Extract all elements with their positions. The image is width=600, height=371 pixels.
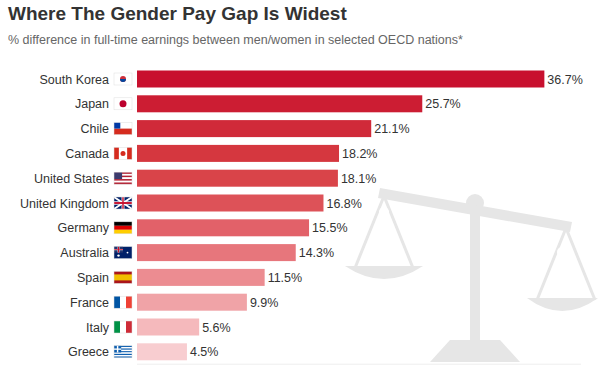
figure-man xyxy=(557,247,567,294)
category-label: South Korea xyxy=(40,73,110,87)
flag xyxy=(114,271,132,283)
scale-base xyxy=(430,340,520,362)
category-label: Japan xyxy=(75,97,109,111)
data-label: 5.6% xyxy=(202,321,231,335)
category-label: United Kingdom xyxy=(20,197,109,211)
flag xyxy=(114,321,132,333)
data-label: 16.8% xyxy=(326,197,361,211)
title: Where The Gender Pay Gap Is Widest xyxy=(8,3,347,24)
category-label: Germany xyxy=(58,221,110,235)
data-label: 18.2% xyxy=(342,147,377,161)
subtitle: % difference in full-time earnings betwe… xyxy=(8,33,463,47)
data-label: 21.1% xyxy=(374,122,409,136)
scale-pole xyxy=(470,205,480,345)
bar xyxy=(137,244,296,261)
data-label: 18.1% xyxy=(341,172,376,186)
chart-svg: Where The Gender Pay Gap Is Widest % diff… xyxy=(0,0,600,371)
chart-root: Where The Gender Pay Gap Is Widest % diff… xyxy=(0,0,600,371)
data-label: 4.5% xyxy=(190,345,219,359)
bar xyxy=(137,219,309,236)
flag xyxy=(114,296,132,308)
flag xyxy=(114,222,132,234)
scale-string xyxy=(537,228,595,300)
bar xyxy=(137,145,339,162)
category-label: Australia xyxy=(60,246,109,260)
bar xyxy=(137,170,338,187)
category-label: Greece xyxy=(68,345,109,359)
category-label: Spain xyxy=(77,271,109,285)
bar xyxy=(137,120,371,137)
bar xyxy=(137,294,247,311)
category-label: France xyxy=(70,296,109,310)
scale-pan xyxy=(345,266,423,279)
data-label: 14.3% xyxy=(299,246,334,260)
labels: South Korea 36.7% Japan 25.7% Chile 21.1% Cana… xyxy=(20,73,583,360)
figure-woman xyxy=(374,207,394,260)
bar xyxy=(137,95,422,112)
bar xyxy=(137,343,187,360)
bars xyxy=(137,71,544,361)
flag xyxy=(114,123,132,135)
bar xyxy=(137,319,199,336)
flag xyxy=(114,346,132,358)
data-label: 11.5% xyxy=(268,271,303,285)
flag xyxy=(114,197,132,209)
bar xyxy=(137,195,323,212)
flag xyxy=(114,98,132,110)
category-label: United States xyxy=(34,172,109,186)
scale-pan xyxy=(527,298,598,311)
category-label: Canada xyxy=(65,147,109,161)
scale-beam xyxy=(378,188,572,232)
category-label: Chile xyxy=(81,122,110,136)
flag xyxy=(114,147,132,159)
value-axis-line xyxy=(137,364,581,365)
scale-icon xyxy=(345,188,598,362)
data-label: 25.7% xyxy=(425,97,460,111)
flag xyxy=(114,172,132,184)
data-label: 9.9% xyxy=(250,296,279,310)
flag xyxy=(114,247,132,259)
category-label: Italy xyxy=(86,321,110,335)
data-label: 36.7% xyxy=(547,73,582,87)
data-label: 15.5% xyxy=(312,221,347,235)
bar xyxy=(137,269,265,286)
bar xyxy=(137,71,544,88)
flag xyxy=(114,73,132,85)
scale-string xyxy=(355,196,413,268)
